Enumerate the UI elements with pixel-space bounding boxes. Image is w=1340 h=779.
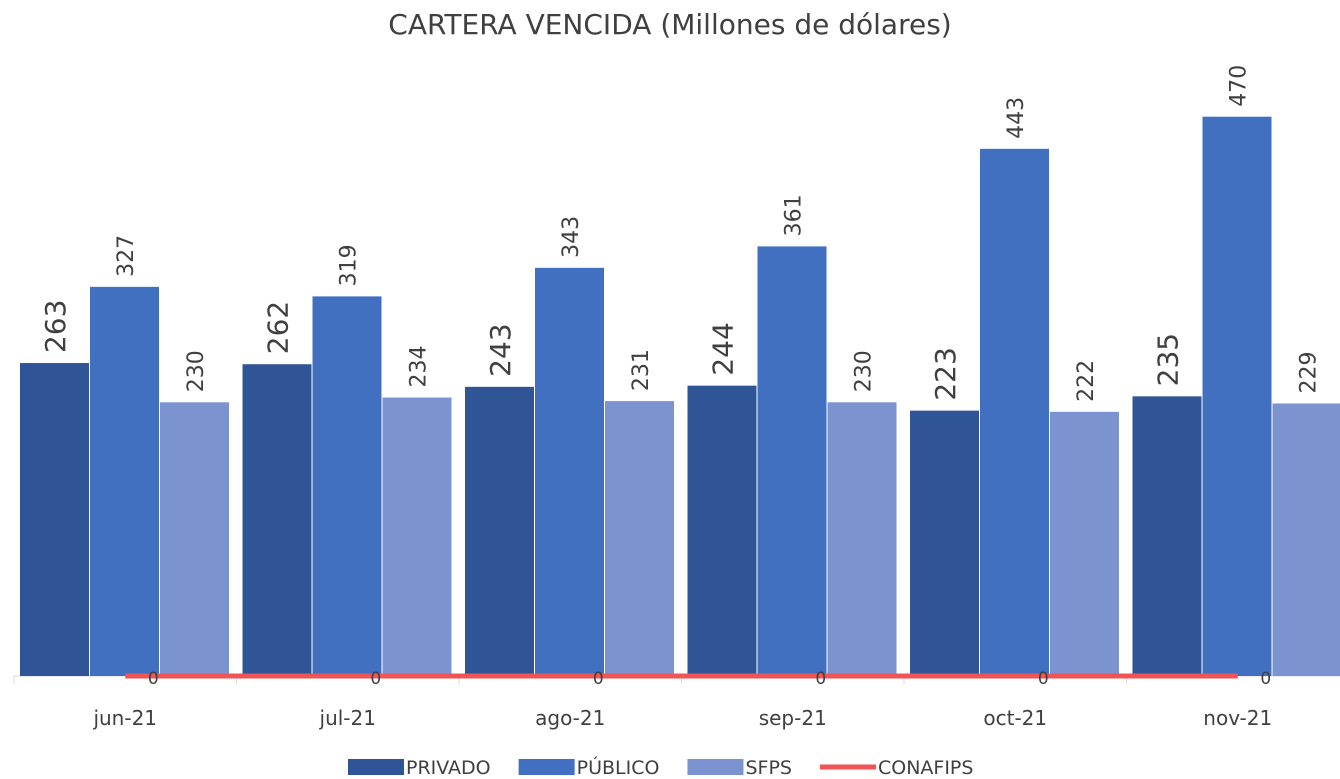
bar [1050, 411, 1119, 676]
bar [605, 401, 674, 676]
data-label: 0 [593, 669, 604, 689]
bar [90, 286, 159, 676]
data-label: 0 [370, 669, 381, 689]
bar [757, 246, 827, 676]
data-label: 231 [629, 349, 654, 391]
data-label: 229 [1297, 351, 1322, 393]
bar [1132, 396, 1202, 676]
bar [980, 148, 1049, 676]
data-label: 223 [929, 347, 962, 400]
bar [312, 296, 382, 676]
legend-label: PÚBLICO [577, 755, 660, 779]
data-label: 361 [782, 194, 807, 236]
bar [465, 386, 534, 676]
bar [827, 402, 897, 676]
x-tick-label: jul-21 [319, 706, 376, 730]
legend-swatch [348, 759, 404, 775]
x-tick-label: oct-21 [983, 706, 1047, 730]
data-label: 319 [337, 244, 362, 286]
bar [382, 397, 452, 676]
bar [1272, 403, 1340, 676]
bar [687, 385, 757, 676]
data-label: 230 [184, 350, 209, 392]
legend-swatch [518, 759, 575, 775]
bar [242, 364, 312, 676]
legend-label: PRIVADO [406, 757, 491, 779]
data-label: 262 [262, 301, 295, 354]
data-label: 243 [484, 323, 517, 376]
bar [20, 363, 89, 676]
x-tick-label: jun-21 [92, 706, 157, 730]
data-label: 230 [852, 350, 877, 392]
bar [535, 267, 604, 676]
bar [1202, 116, 1272, 676]
legend-swatch [687, 759, 744, 775]
data-label: 470 [1227, 65, 1252, 107]
x-tick-label: nov-21 [1203, 706, 1272, 730]
data-label: 0 [815, 669, 826, 689]
x-tick-label: ago-21 [535, 706, 605, 730]
chart-title: CARTERA VENCIDA (Millones de dólares) [388, 8, 951, 41]
data-label: 0 [1038, 669, 1049, 689]
bar [160, 402, 229, 676]
legend-label: CONAFIPS [878, 757, 973, 779]
data-label: 327 [114, 235, 139, 277]
data-label: 343 [559, 216, 584, 258]
bar [910, 410, 979, 676]
legend-label: SFPS [745, 757, 792, 779]
data-label: 235 [1152, 333, 1185, 386]
data-label: 244 [707, 322, 740, 375]
data-label: 443 [1004, 97, 1029, 139]
x-tick-label: sep-21 [759, 706, 827, 730]
data-label: 263 [39, 300, 72, 353]
data-label: 0 [1260, 669, 1271, 689]
data-label: 234 [407, 346, 432, 388]
data-label: 222 [1074, 360, 1099, 402]
data-label: 0 [148, 669, 159, 689]
